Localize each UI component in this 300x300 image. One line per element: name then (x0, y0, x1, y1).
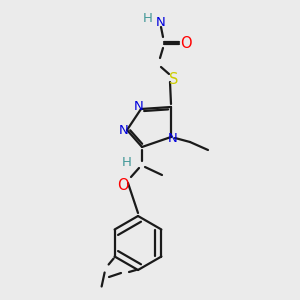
Text: S: S (169, 73, 179, 88)
Text: N: N (156, 16, 166, 28)
Text: O: O (180, 35, 192, 50)
Text: H: H (143, 13, 153, 26)
Text: N: N (119, 124, 129, 136)
Text: N: N (134, 100, 144, 112)
Text: H: H (122, 155, 132, 169)
Text: N: N (168, 133, 178, 146)
Text: O: O (117, 178, 129, 193)
